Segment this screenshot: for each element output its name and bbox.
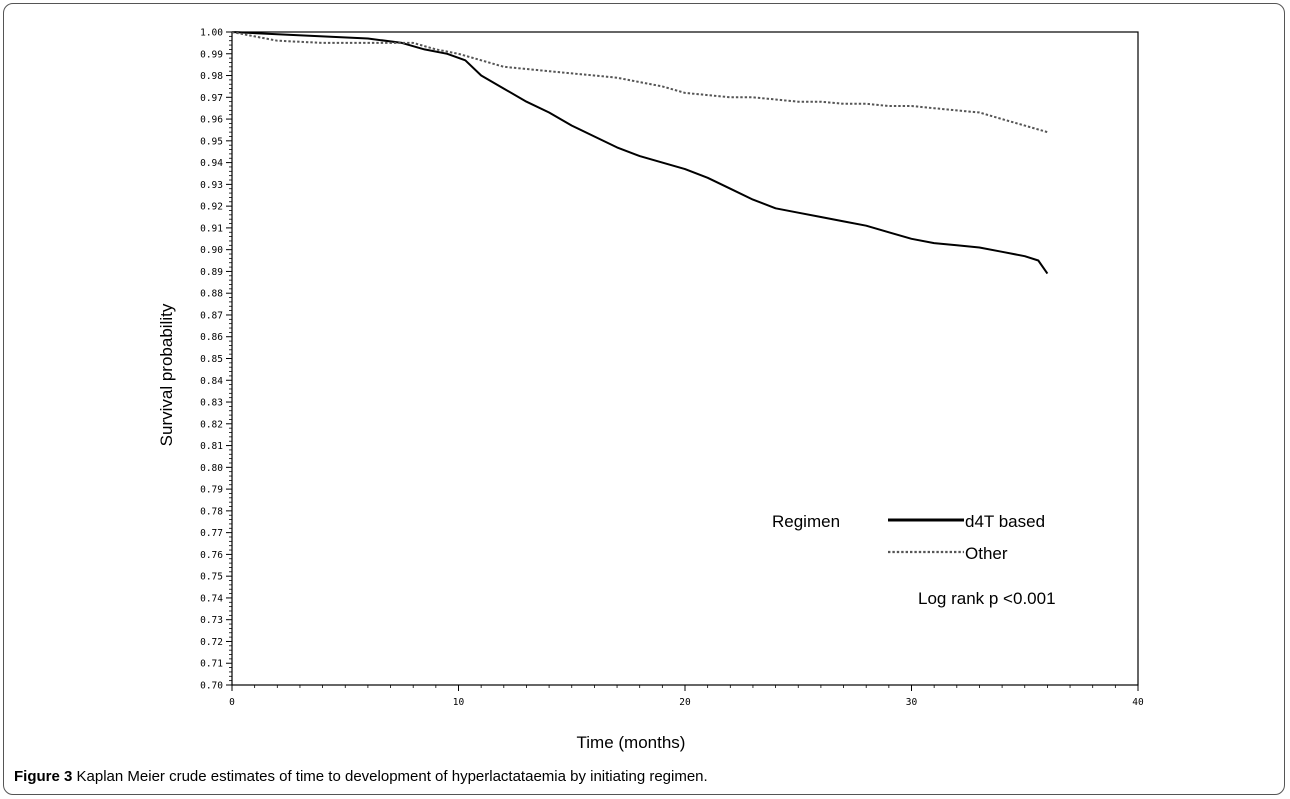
y-tick-label: 0.86	[200, 332, 223, 343]
y-tick-label: 0.95	[200, 136, 223, 147]
legend: Regimen d4T based Other	[772, 512, 1045, 563]
y-tick-label: 0.93	[200, 180, 223, 191]
series-line-d4t-based	[231, 31, 1049, 275]
y-tick-label: 0.75	[200, 572, 223, 583]
y-tick-label: 0.71	[200, 659, 223, 670]
y-tick-label: 0.94	[200, 158, 223, 169]
y-tick-label: 0.78	[200, 506, 223, 517]
y-tick-label: 0.98	[200, 71, 223, 82]
x-tick-label: 10	[453, 697, 465, 708]
y-tick-label: 0.73	[200, 615, 223, 626]
figure-frame	[3, 3, 1285, 795]
series-line-other	[231, 31, 1048, 134]
x-tick-label: 20	[679, 697, 691, 708]
y-tick-label: 0.89	[200, 267, 223, 278]
y-tick-label: 0.79	[200, 485, 223, 496]
y-tick-label: 0.81	[200, 441, 223, 452]
y-tick-label: 0.70	[200, 681, 223, 692]
legend-label-other: Other	[965, 544, 1008, 563]
figure-caption: Figure 3 Kaplan Meier crude estimates of…	[14, 768, 708, 785]
y-tick-label: 0.80	[200, 463, 223, 474]
figure-caption-text: Kaplan Meier crude estimates of time to …	[76, 768, 704, 785]
y-tick-label: 0.91	[200, 223, 223, 234]
y-tick-label: 0.77	[200, 528, 223, 539]
y-tick-label: 0.96	[200, 115, 223, 126]
y-tick-label: 0.72	[200, 637, 223, 648]
y-tick-label: 0.87	[200, 310, 223, 321]
y-tick-label: 0.83	[200, 398, 223, 409]
chart-series	[231, 31, 1049, 275]
logrank-annotation: Log rank p <0.001	[918, 589, 1056, 608]
y-tick-label: 0.85	[200, 354, 223, 365]
kaplan-meier-chart: 0.70 0.71 0.72 0.73 0.74 0.75 0.76 0.77 0.78 0.79…	[157, 28, 1144, 753]
figure-label: Figure 3	[14, 768, 73, 785]
y-tick-label: 0.82	[200, 419, 223, 430]
y-tick-label: 1.00	[200, 28, 223, 39]
legend-label-d4t: d4T based	[965, 512, 1045, 531]
legend-title: Regimen	[772, 512, 840, 531]
y-tick-label: 0.88	[200, 289, 223, 300]
y-tick-label: 0.92	[200, 202, 223, 213]
x-axis-title: Time (months)	[577, 733, 686, 752]
y-tick-label: 0.97	[200, 93, 223, 104]
x-tick-label: 30	[906, 697, 918, 708]
x-tick-label: 40	[1132, 697, 1144, 708]
y-tick-label: 0.84	[200, 376, 223, 387]
plot-frame	[231, 31, 1139, 686]
y-tick-label: 0.99	[200, 49, 223, 60]
y-axis-title: Survival probability	[157, 303, 176, 446]
y-tick-label: 0.90	[200, 245, 223, 256]
chart-axes	[231, 31, 1139, 686]
y-tick-label: 0.76	[200, 550, 223, 561]
x-tick-label: 0	[229, 697, 235, 708]
y-tick-label: 0.74	[200, 593, 223, 604]
chart-ticks: 0.70 0.71 0.72 0.73 0.74 0.75 0.76 0.77 0.78 0.79…	[200, 28, 1144, 709]
